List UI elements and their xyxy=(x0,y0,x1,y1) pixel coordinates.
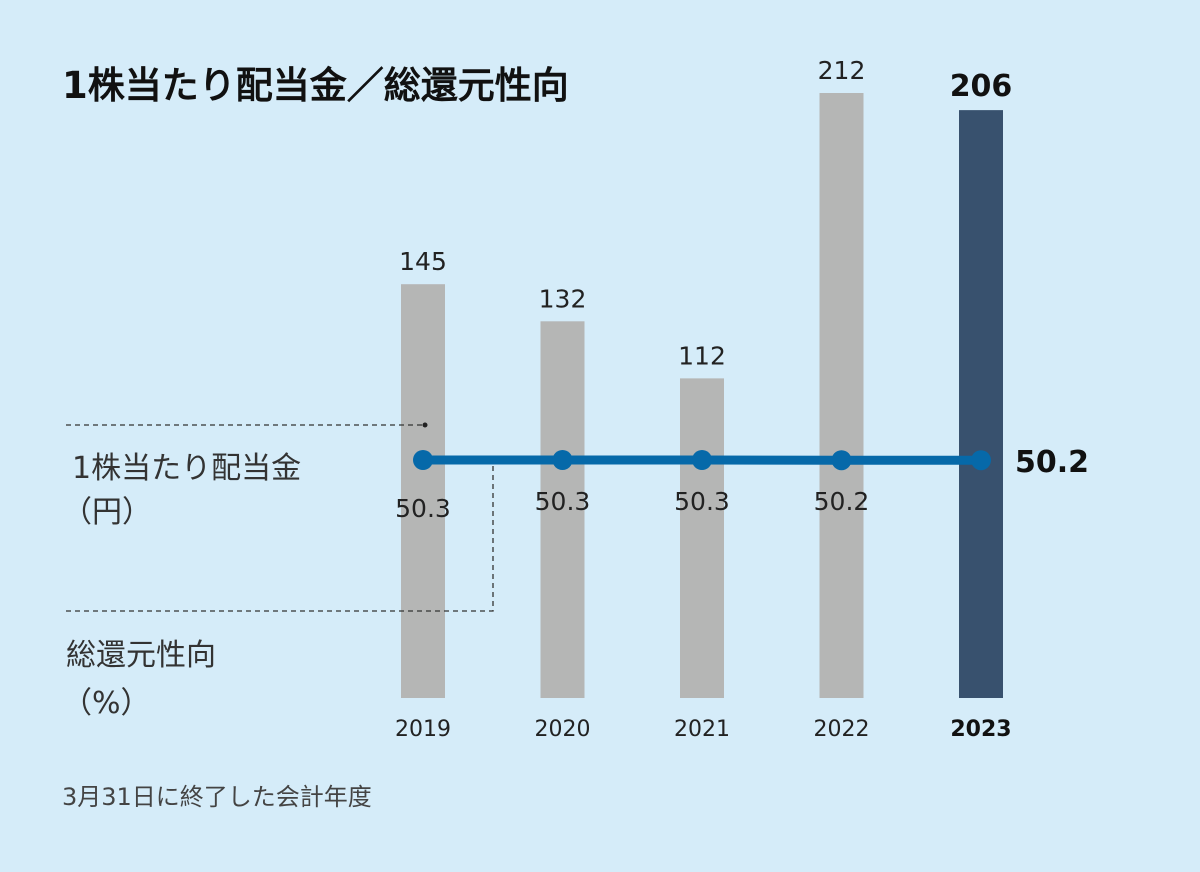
bar-2021 xyxy=(680,378,724,698)
bar-value-label-2023: 206 xyxy=(950,69,1013,104)
bar-2020 xyxy=(540,321,585,698)
payout-point-2020 xyxy=(552,450,573,470)
payout-point-2019 xyxy=(413,450,433,470)
bar-2023 xyxy=(959,110,1003,699)
x-tick-2021: 2021 xyxy=(674,717,730,742)
bar-2019 xyxy=(401,284,445,698)
bar-value-label-2020: 132 xyxy=(539,284,587,313)
legend-dividend-unit: （円） xyxy=(62,495,152,530)
payout-label-2019: 50.3 xyxy=(395,494,451,523)
payout-point-2023 xyxy=(971,450,991,471)
leader-dividend-dot xyxy=(422,422,428,428)
payout-label-2023: 50.2 xyxy=(1015,445,1089,480)
bar-value-label-2022: 212 xyxy=(818,56,866,85)
legend-payout-label: 総還元性向 xyxy=(66,638,216,673)
footnote: 3月31日に終了した会計年度 xyxy=(62,783,372,811)
chart-title: 1株当たり配当金／総還元性向 xyxy=(62,64,569,107)
x-tick-2019: 2019 xyxy=(395,717,451,742)
x-tick-2020: 2020 xyxy=(535,717,591,742)
x-tick-2023: 2023 xyxy=(950,717,1011,742)
legend-dividend-label: 1株当たり配当金 xyxy=(72,451,301,486)
x-axis: 2019 2020 2021 2022 2023 xyxy=(395,717,1012,742)
bar-2022 xyxy=(819,93,864,698)
payout-point-2021 xyxy=(692,450,712,470)
legend-payout-unit: （%） xyxy=(62,686,151,721)
line-series xyxy=(413,450,991,471)
bar-series xyxy=(401,93,1003,699)
payout-label-2022: 50.2 xyxy=(814,487,870,516)
payout-label-2021: 50.3 xyxy=(674,487,730,516)
payout-point-2022 xyxy=(831,450,852,471)
bar-value-label-2019: 145 xyxy=(399,247,447,276)
x-tick-2022: 2022 xyxy=(814,717,870,742)
bar-value-labels: 145 132 112 212 206 xyxy=(399,56,1012,370)
leader-payout xyxy=(66,460,494,612)
bar-value-label-2021: 112 xyxy=(678,341,726,370)
line-value-labels: 50.3 50.3 50.3 50.2 50.2 xyxy=(395,445,1089,523)
payout-label-2020: 50.3 xyxy=(535,487,591,516)
